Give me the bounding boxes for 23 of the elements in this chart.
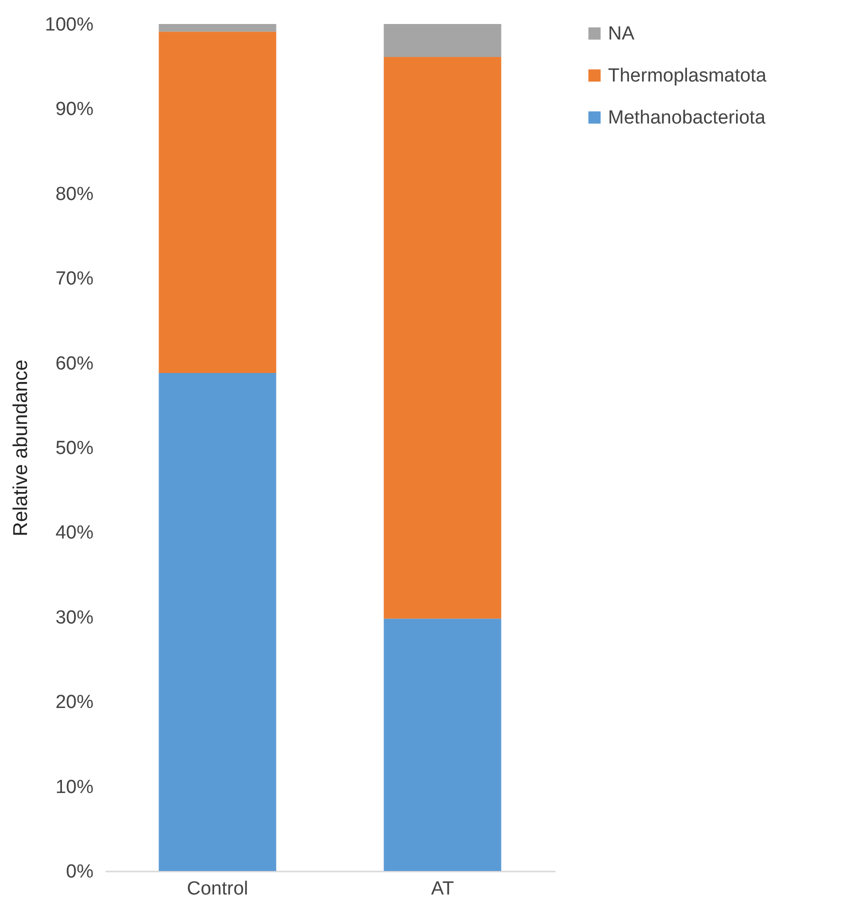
y-tick-label: 100% <box>44 14 94 36</box>
y-tick-label: 80% <box>55 184 94 205</box>
bar <box>158 32 276 373</box>
x-tick-label: AT <box>431 878 454 900</box>
y-tick-label: 20% <box>55 692 94 714</box>
y-tick-label: 70% <box>55 268 94 290</box>
legend-label: Thermoplasmatota <box>608 66 767 86</box>
bar <box>384 57 502 619</box>
y-tick-label: 60% <box>55 353 94 374</box>
bar <box>384 24 502 58</box>
y-axis-title: Relative abundance <box>10 360 32 536</box>
y-tick-label: 0% <box>66 862 94 882</box>
legend-label: Methanobacteriota <box>608 108 766 128</box>
legend-label: NA <box>608 24 635 44</box>
bar <box>158 372 276 871</box>
y-tick-label: 10% <box>55 776 94 798</box>
x-tick-label: Control <box>186 878 248 900</box>
bar <box>384 618 502 871</box>
y-tick-label: 90% <box>55 99 94 120</box>
y-tick-label: 50% <box>55 438 94 459</box>
bar <box>158 24 276 32</box>
y-tick-label: 30% <box>55 607 94 628</box>
y-tick-label: 40% <box>55 522 94 544</box>
